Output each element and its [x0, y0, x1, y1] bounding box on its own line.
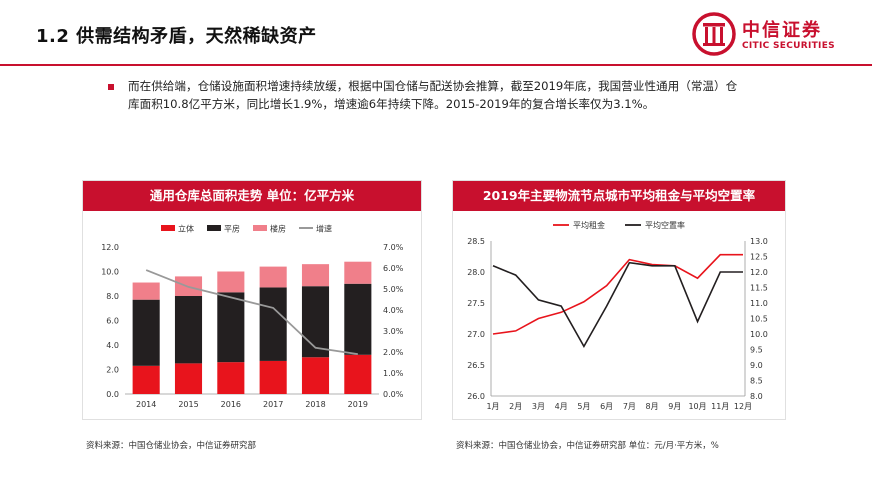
legend-label-line: 增速: [316, 224, 332, 234]
x-tick-label: 7月: [623, 402, 636, 411]
x-tick-label: 2014: [136, 400, 156, 409]
y2-tick-label: 2.0%: [383, 348, 404, 357]
logo-name: 中信证券: [742, 20, 822, 41]
bar-立体-2016: [217, 362, 245, 394]
x-tick-label: 3月: [532, 402, 545, 411]
logo-english: CITIC SECURITIES: [742, 41, 835, 51]
x-tick-label: 9月: [668, 402, 681, 411]
y2-tick-label: 0.0%: [383, 390, 404, 399]
y-tick-label: 26.0: [467, 392, 485, 401]
bar-平房-2015: [174, 296, 203, 364]
left-chart-source: 资料来源：中国仓储业协会，中信证券研究部: [86, 441, 257, 451]
x-tick-label: 2015: [178, 400, 198, 409]
bar-平房-2017: [259, 287, 287, 361]
x-tick-label: 2016: [221, 400, 241, 409]
x-tick-label: 11月: [711, 402, 729, 411]
y2-tick-label: 13.0: [750, 237, 768, 246]
bar-立体-2015: [174, 363, 203, 394]
bar-楼房-2016: [217, 271, 245, 293]
y2-tick-label: 10.5: [750, 315, 768, 324]
x-tick-label: 4月: [555, 402, 568, 411]
y2-tick-label: 9.5: [750, 346, 763, 355]
bar-平房-2019: [344, 283, 372, 355]
legend-swatch-2: [253, 225, 267, 231]
bar-楼房-2017: [259, 266, 287, 288]
series-line-平均空置率: [492, 261, 743, 349]
y-tick-label: 8.0: [106, 292, 119, 301]
y-tick-label: 27.0: [467, 330, 485, 339]
x-tick-label: 6月: [600, 402, 613, 411]
bar-平房-2014: [132, 299, 160, 366]
y-tick-label: 27.5: [467, 299, 485, 308]
legend-label-2: 楼房: [270, 224, 286, 234]
bullet-marker: [108, 84, 114, 90]
y2-tick-label: 9.0: [750, 361, 763, 370]
y-tick-label: 28.0: [467, 268, 485, 277]
legend-label-0: 平均租金: [573, 220, 605, 230]
y-tick-label: 10.0: [101, 268, 119, 277]
bar-楼房-2014: [132, 282, 160, 300]
rent-vacancy-chart: 平均租金 平均空置率 26.0 26.5 27.0 27.5 28.0 28.5 8.0 8.5 9…: [467, 220, 768, 411]
bar-立体-2019: [344, 354, 372, 394]
bar-楼房-2018: [301, 264, 330, 287]
right-chart-source: 资料来源：中国仓储业协会，中信证券研究部 单位：元/月·平方米，%: [456, 441, 719, 451]
citic-logo: 中信证券 CITIC SECURITIES: [692, 12, 862, 58]
y2-tick-label: 7.0%: [383, 243, 404, 252]
y2-tick-label: 11.0: [750, 299, 768, 308]
y2-tick-label: 12.0: [750, 268, 768, 277]
y2-tick-label: 4.0%: [383, 306, 404, 315]
bar-立体-2017: [259, 360, 287, 394]
x-tick-label: 8月: [646, 402, 659, 411]
right-chart-panel: 2019年主要物流节点城市平均租金与平均空置率 平均租金 平均空置率 26.0 26.…: [452, 180, 786, 420]
y2-tick-label: 5.0%: [383, 285, 404, 294]
legend-swatch-1: [207, 225, 221, 231]
x-tick-label: 2019: [348, 400, 368, 409]
y2-tick-label: 12.5: [750, 253, 768, 262]
page-title: 1.2 供需结构矛盾，天然稀缺资产: [36, 26, 317, 47]
y2-tick-label: 10.0: [750, 330, 768, 339]
y-tick-label: 12.0: [101, 243, 119, 252]
y-tick-label: 6.0: [106, 317, 119, 326]
x-tick-label: 12月: [734, 402, 752, 411]
y-tick-label: 26.5: [467, 361, 485, 370]
left-chart-panel: 通用仓库总面积走势 单位：亿平方米 立体 平房 楼房 增速 0.0 2.0 4.0 6.0 8.…: [82, 180, 422, 420]
bar-平房-2018: [301, 286, 330, 358]
x-tick-label: 2018: [305, 400, 325, 409]
y2-tick-label: 3.0%: [383, 327, 404, 336]
header-divider: [0, 64, 872, 66]
warehouse-area-chart: 立体 平房 楼房 增速 0.0 2.0 4.0 6.0 8.0 10.0 12.0 0.0% 1.0% 2…: [101, 224, 404, 410]
legend-label-0: 立体: [178, 224, 194, 234]
bar-楼房-2019: [344, 261, 372, 284]
x-tick-label: 5月: [577, 402, 590, 411]
bar-立体-2014: [132, 365, 160, 394]
y-tick-label: 28.5: [467, 237, 485, 246]
y2-tick-label: 8.5: [750, 377, 763, 386]
y2-tick-label: 11.5: [750, 284, 768, 293]
bullet-paragraph: 而在供给端，仓储设施面积增速持续放缓，根据中国仓储与配送协会推算，截至2019年…: [128, 79, 738, 111]
y2-tick-label: 8.0: [750, 392, 763, 401]
legend-swatch-0: [161, 225, 175, 231]
y-tick-label: 4.0: [106, 341, 119, 350]
y-tick-label: 2.0: [106, 366, 119, 375]
x-tick-label: 10月: [688, 402, 706, 411]
bar-平房-2016: [217, 292, 245, 363]
series-line-平均租金: [492, 253, 743, 335]
growth-rate-line: [145, 269, 358, 355]
x-tick-label: 1月: [486, 402, 499, 411]
x-tick-label: 2017: [263, 400, 283, 409]
legend-label-1: 平房: [224, 224, 240, 234]
y2-tick-label: 6.0%: [383, 264, 404, 273]
legend-label-1: 平均空置率: [645, 220, 685, 230]
x-tick-label: 2月: [509, 402, 522, 411]
citic-emblem-icon: [692, 12, 736, 56]
bar-立体-2018: [301, 357, 330, 394]
left-chart-title: 通用仓库总面积走势 单位：亿平方米: [83, 181, 421, 211]
right-chart-title: 2019年主要物流节点城市平均租金与平均空置率: [453, 181, 785, 211]
slide-header: 1.2 供需结构矛盾，天然稀缺资产 中信证券 CITIC SECURITIES: [0, 0, 872, 66]
y-tick-label: 0.0: [106, 390, 119, 399]
y2-tick-label: 1.0%: [383, 369, 404, 378]
